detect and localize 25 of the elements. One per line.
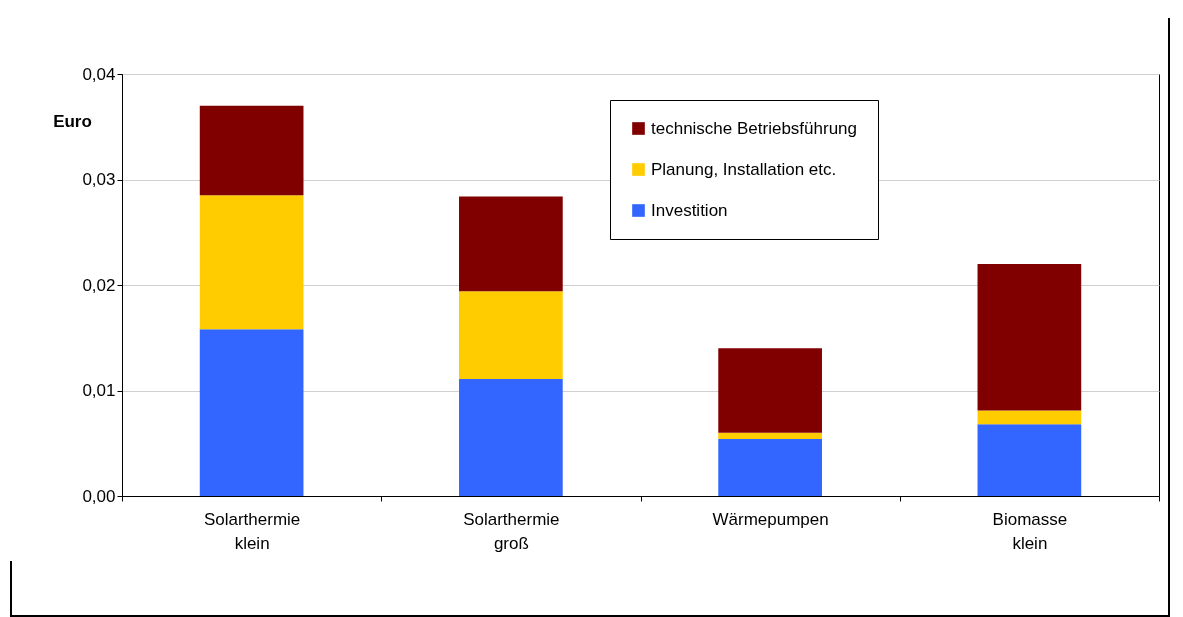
y-tick-label: 0,01 <box>82 381 116 400</box>
bar <box>718 439 822 496</box>
legend-label: Investition <box>651 200 728 220</box>
bar <box>199 329 304 496</box>
bar <box>459 378 563 496</box>
bar <box>459 291 563 379</box>
x-tick-label: Wärmepumpen <box>712 509 829 529</box>
bar <box>718 348 822 433</box>
y-tick-label: 0,02 <box>82 275 116 295</box>
legend-label: Planung, Installation etc. <box>651 159 837 179</box>
y-axis-title: Euro <box>53 111 92 131</box>
bar <box>977 424 1082 496</box>
bar <box>199 105 304 196</box>
bar <box>977 263 1082 411</box>
y-tick-label: 0,04 <box>82 64 116 84</box>
bar <box>459 196 563 292</box>
x-tick-label: Solarthermie groß <box>463 509 560 553</box>
bar <box>199 195 304 330</box>
x-tick-label: Biomasse klein <box>992 509 1068 553</box>
x-tick-label: Solarthermie klein <box>203 509 301 553</box>
bar <box>718 432 822 440</box>
y-tick-label: 0,00 <box>82 486 116 506</box>
y-tick-label: 0,03 <box>82 170 116 189</box>
legend-label: technische Betriebsführung <box>651 118 858 138</box>
bar <box>977 410 1082 425</box>
